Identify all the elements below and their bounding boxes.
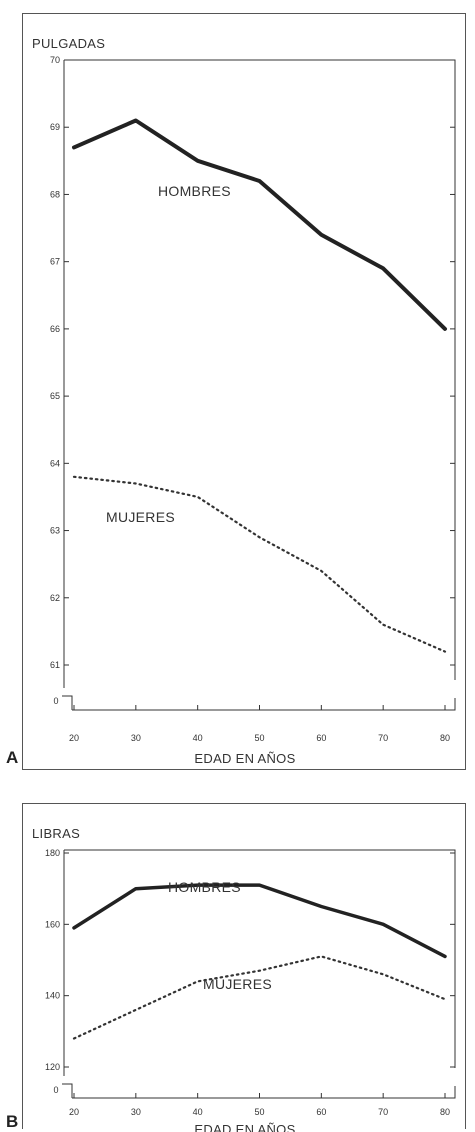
y-tick-label-b: 120 <box>45 1062 60 1072</box>
y-tick-label-b: 180 <box>45 848 60 858</box>
x-axis-b <box>72 1086 455 1098</box>
x-tick-label-b: 20 <box>69 1107 79 1117</box>
x-tick-label-b: 70 <box>378 1107 388 1117</box>
series-line-mujeres-b <box>74 956 445 1038</box>
x-tick-label-b: 40 <box>193 1107 203 1117</box>
x-tick-label-b: 60 <box>316 1107 326 1117</box>
x-tick-label-b: 30 <box>131 1107 141 1117</box>
plot-box-b <box>64 850 455 1068</box>
x-tick-label-b: 50 <box>254 1107 264 1117</box>
y-zero-tick-b: 0 <box>53 1085 58 1095</box>
y-unit-label-b: LIBRAS <box>32 826 80 841</box>
y-tick-label-b: 140 <box>45 991 60 1001</box>
y-tick-label-b: 160 <box>45 919 60 929</box>
series-line-hombres-b <box>74 885 445 956</box>
x-axis-title-b: EDAD EN AÑOS <box>194 1122 295 1132</box>
x-axis-break-left-b <box>62 1084 72 1098</box>
x-tick-label-b: 80 <box>440 1107 450 1117</box>
series-label-mujeres-b: MUJERES <box>203 976 272 992</box>
series-label-hombres-b: HOMBRES <box>168 879 241 895</box>
